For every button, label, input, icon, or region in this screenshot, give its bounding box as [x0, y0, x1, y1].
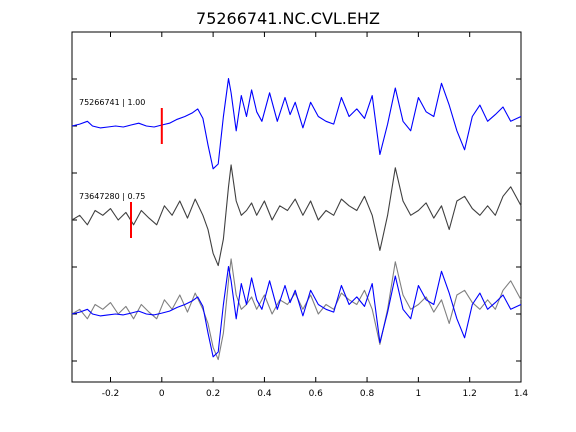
trace-line-panel-3-series-2	[71, 265, 522, 358]
x-tick-label: 1.2	[463, 389, 477, 399]
chart-title: 75266741.NC.CVL.EHZ	[196, 9, 380, 28]
x-tick-label: 1	[416, 389, 422, 399]
x-tick-label: 0	[159, 389, 165, 399]
axes-frame	[71, 31, 522, 383]
x-tick-label: 0.4	[257, 389, 272, 399]
x-tick-label: 0.8	[360, 389, 375, 399]
trace-line-panel-2-series-1	[71, 164, 522, 267]
x-tick-label: -0.2	[102, 389, 120, 399]
trace-label-panel-1: 75266741 | 1.00	[79, 98, 145, 107]
x-tick-label: 0.6	[309, 389, 324, 399]
plot-area: -0.2 0 0.2 0.4 0.6 0.8 1 1.2 1.4 75266741 | 1.00 7…	[71, 31, 529, 399]
trace-line-panel-1-series-1	[71, 77, 522, 170]
trace-label-panel-2: 73647280 | 0.75	[79, 192, 145, 201]
x-tick-label: 1.4	[514, 389, 529, 399]
x-tick-label: 0.2	[206, 389, 220, 399]
